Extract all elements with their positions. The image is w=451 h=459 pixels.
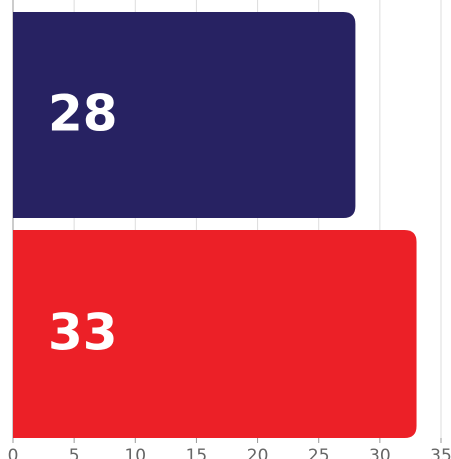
x-tick-label: 15 [186,446,208,459]
x-tick-label: 0 [8,446,19,459]
x-tick-label: 25 [308,446,330,459]
bar [13,230,417,438]
value-label: 28 [48,85,118,143]
bar [13,12,356,218]
x-tick-label: 5 [69,446,80,459]
x-tick-label: 35 [430,446,451,459]
x-tick-label: 10 [124,446,146,459]
x-tick-label: 30 [369,446,391,459]
x-tick-label: 20 [247,446,269,459]
value-label: 33 [48,304,118,362]
